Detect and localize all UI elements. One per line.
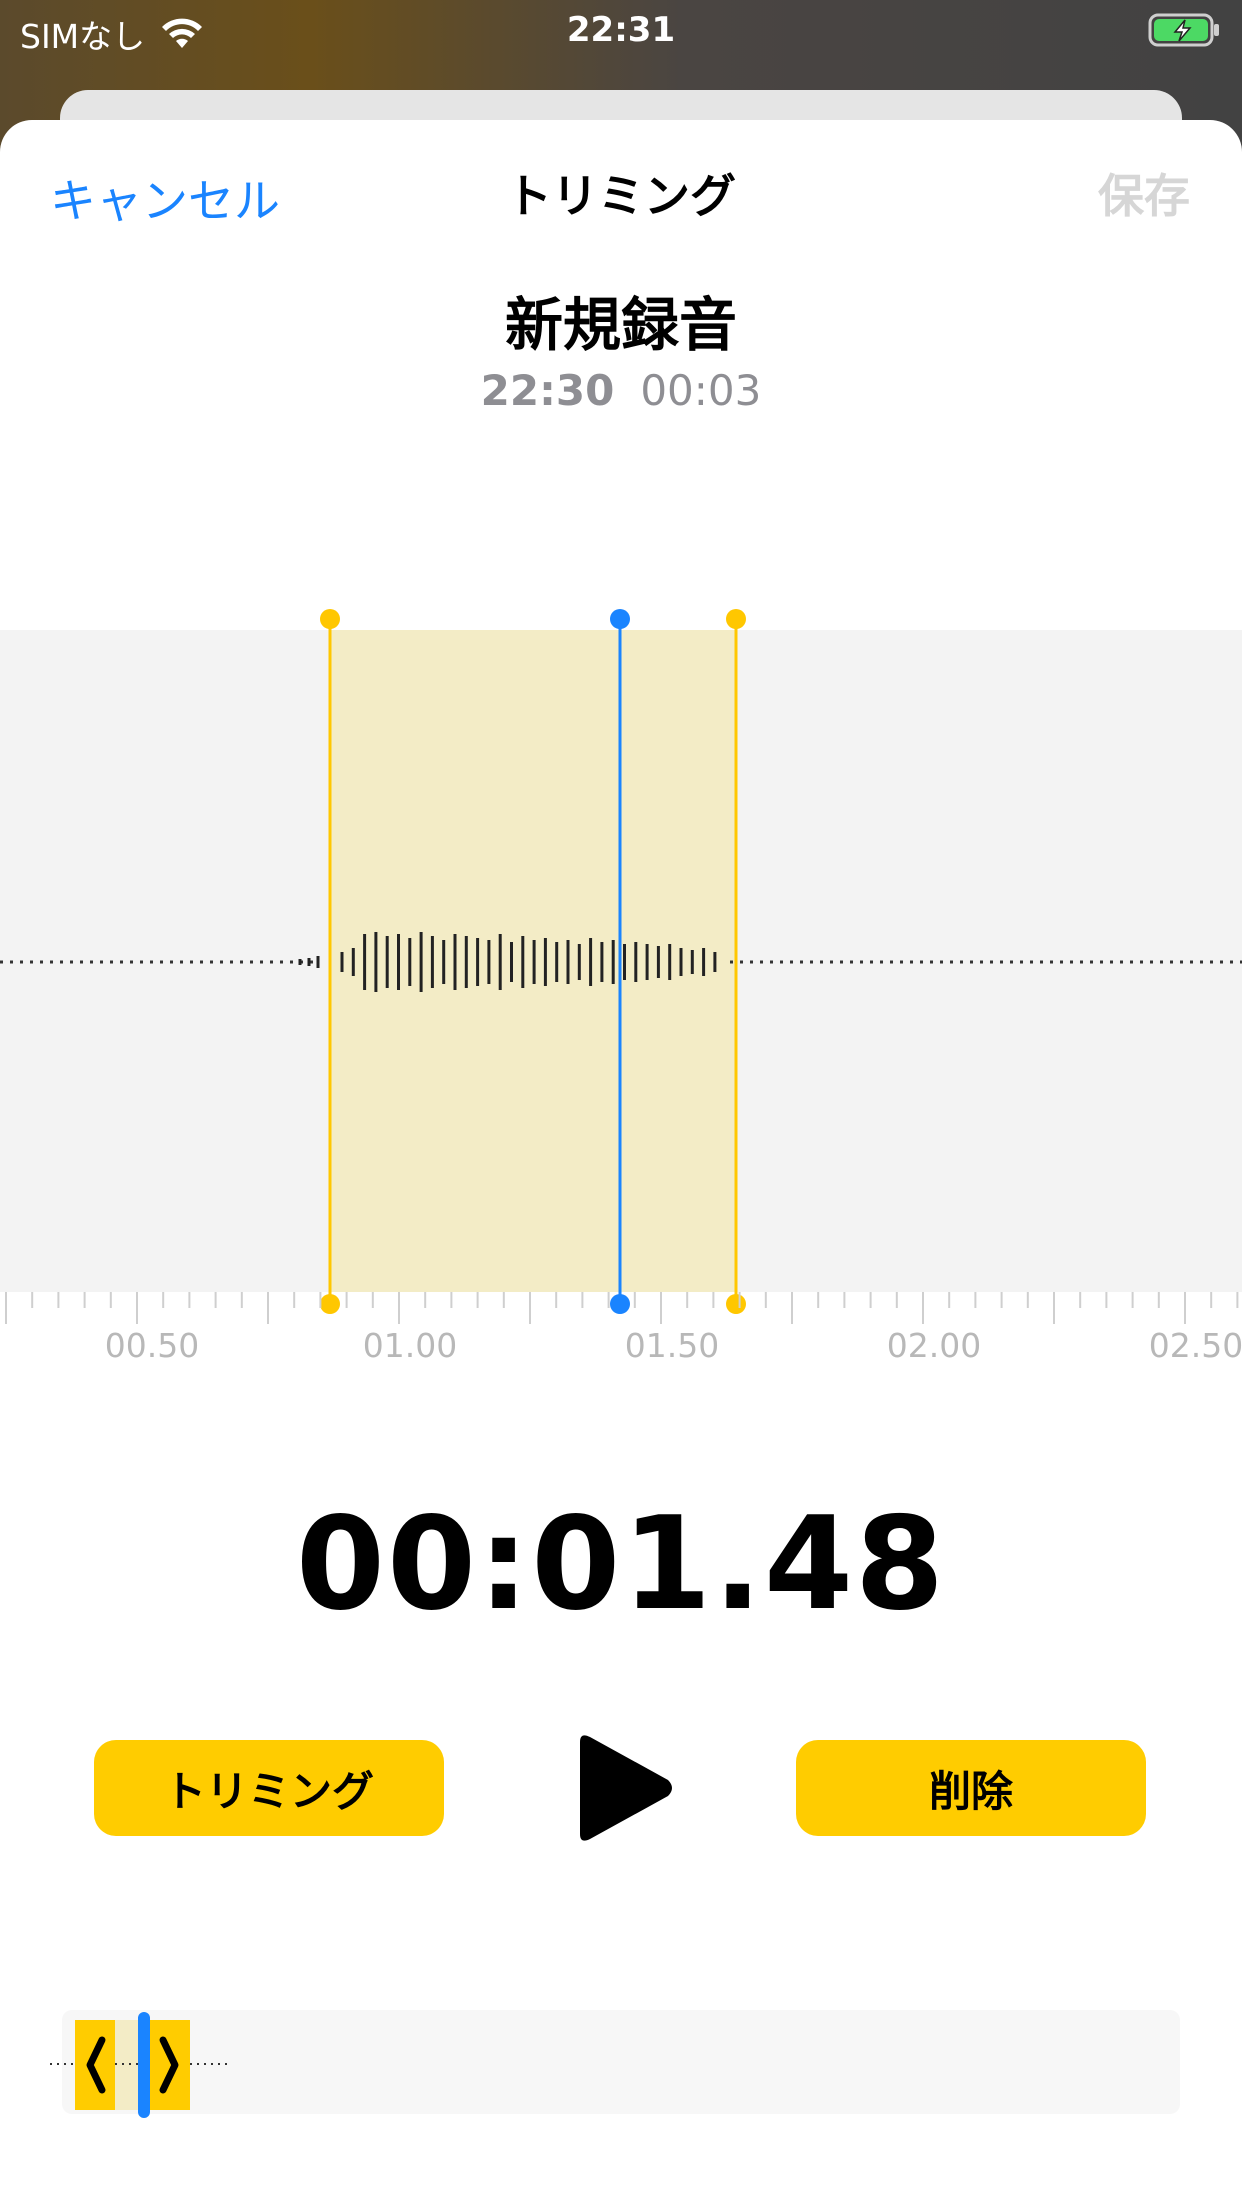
ruler-label: 00.50 xyxy=(104,1326,200,1365)
waveform-editor[interactable] xyxy=(0,600,1242,1320)
chevron-right-icon xyxy=(159,2036,179,2094)
trim-end-handle-top xyxy=(726,609,746,629)
page-title: トリミング xyxy=(506,169,736,223)
ruler-label: 01.00 xyxy=(362,1326,458,1365)
recording-duration: 00:03 xyxy=(640,366,762,415)
recording-title: 新規録音 xyxy=(504,291,737,359)
overview-left-handle xyxy=(75,2020,115,2110)
playhead-bottom xyxy=(610,1294,630,1314)
delete-button[interactable]: 削除 xyxy=(796,1740,1146,1836)
trim-end-handle-bottom xyxy=(726,1294,746,1314)
ruler-label: 01.50 xyxy=(624,1326,720,1365)
overview-scrubber[interactable] xyxy=(62,2010,1180,2114)
carrier-status: SIMなし xyxy=(20,10,205,58)
overview-playhead xyxy=(138,2012,150,2118)
battery-charging-icon xyxy=(1148,12,1222,48)
recording-meta: 22:30 00:03 xyxy=(0,366,1242,415)
ruler-label: 02.00 xyxy=(886,1326,982,1365)
ruler-label: 02.50 xyxy=(1148,1326,1242,1365)
trim-start-handle-bottom xyxy=(320,1294,340,1314)
trim-button[interactable]: トリミング xyxy=(94,1740,444,1836)
cancel-button[interactable]: キャンセル xyxy=(50,174,280,228)
time-ruler xyxy=(5,1292,1239,1324)
carrier-label: SIMなし xyxy=(20,17,146,56)
play-icon[interactable] xyxy=(570,1728,680,1848)
wifi-icon xyxy=(159,16,205,52)
overview-trim-window[interactable] xyxy=(50,1990,250,2130)
overview-right-handle xyxy=(150,2020,190,2110)
trim-start-handle-top xyxy=(320,609,340,629)
chevron-left-icon xyxy=(86,2036,106,2094)
playhead-top xyxy=(610,609,630,629)
waveform-bars xyxy=(298,932,717,992)
playback-time: 00:01.48 xyxy=(295,1490,947,1639)
save-button[interactable]: 保存 xyxy=(1098,169,1190,223)
ruler-ticks xyxy=(5,1292,1239,1324)
recording-created-time: 22:30 xyxy=(480,366,615,415)
clock: 22:31 xyxy=(566,10,676,50)
status-bar: SIMなし 22:31 xyxy=(0,0,1242,62)
